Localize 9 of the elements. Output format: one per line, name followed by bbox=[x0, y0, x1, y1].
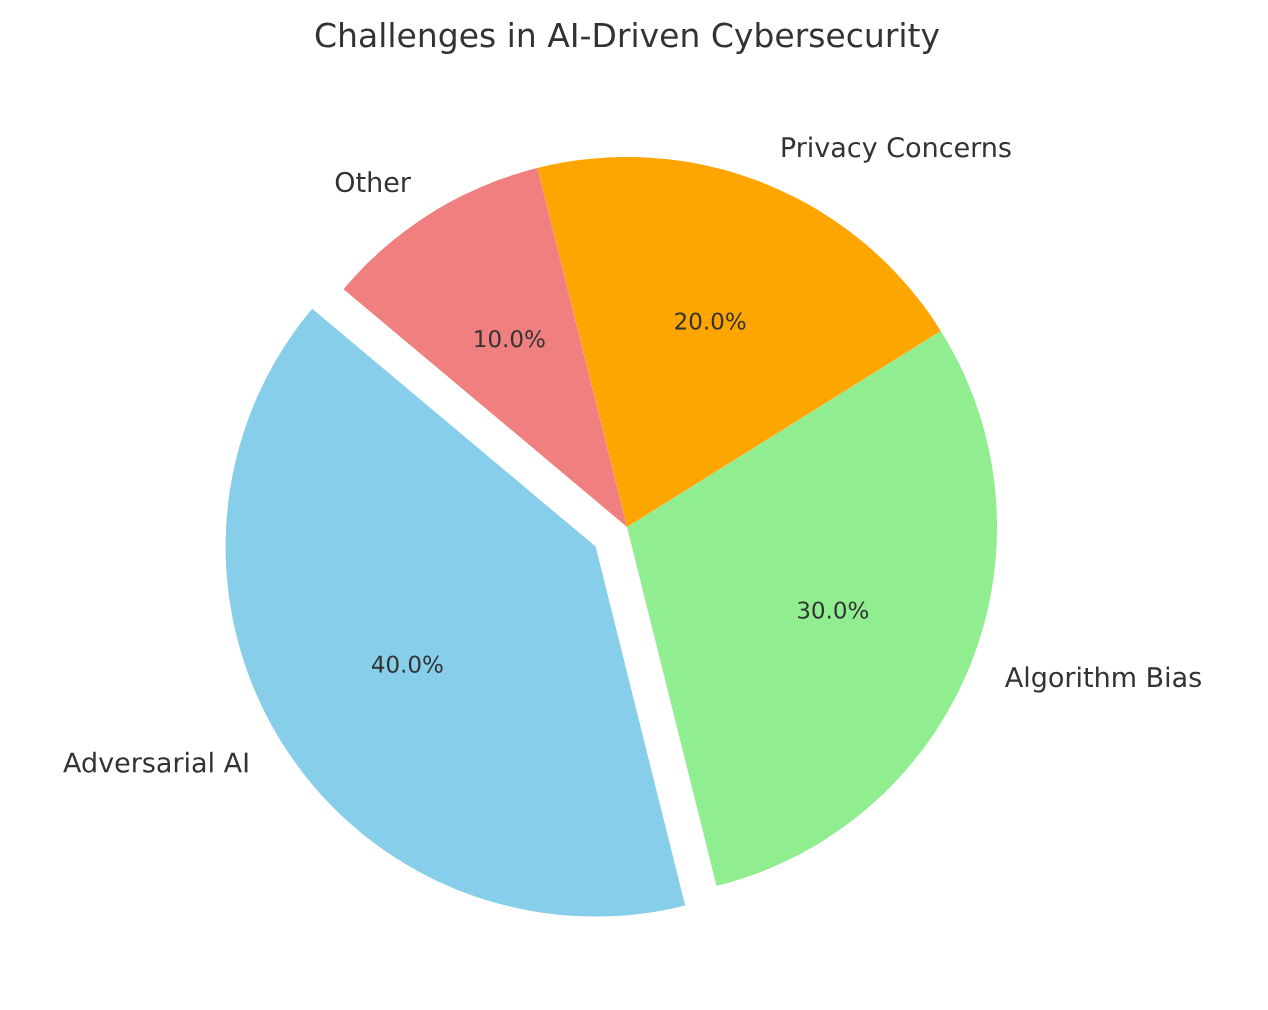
data-label: 10.0% bbox=[475, 330, 545, 348]
slice-label: Other bbox=[335, 171, 411, 193]
data-label: 40.0% bbox=[371, 655, 443, 673]
slice-label: Algorithm Bias bbox=[1004, 666, 1201, 693]
data-label: 30.0% bbox=[798, 601, 869, 619]
data-label: 20.0% bbox=[675, 312, 746, 330]
slice-label: Privacy Concerns bbox=[782, 136, 1011, 163]
slice-label: Adversarial AI bbox=[63, 751, 248, 773]
chart-title: Challenges in AI-Driven Cybersecurity bbox=[315, 22, 940, 54]
